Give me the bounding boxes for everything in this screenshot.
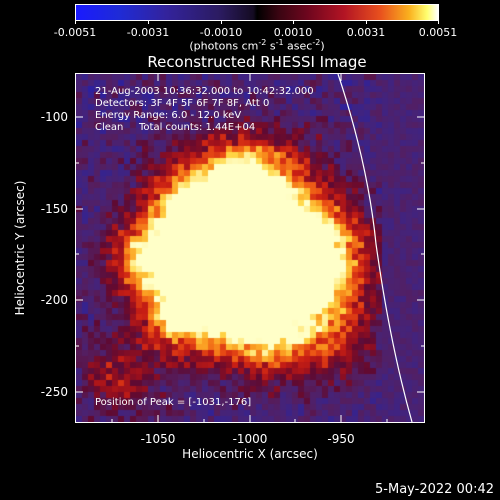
y-tick-label: -150	[40, 202, 68, 216]
method-text: Clean	[95, 122, 124, 133]
time-range-text: 21-Aug-2003 10:36:32.000 to 10:42:32.000	[95, 86, 314, 97]
colorbar-tick-label: -0.0051	[53, 26, 97, 39]
x-tick-label: -1050	[140, 432, 176, 446]
colorbar-units: (photons cm-2 s-1 asec-2)	[189, 38, 325, 53]
energy-range-text: Energy Range: 6.0 - 12.0 keV	[95, 110, 242, 121]
y-tick-label: -200	[40, 293, 68, 307]
solar-limb-line	[337, 74, 413, 422]
chart-title: Reconstructed RHESSI Image	[147, 53, 367, 71]
total-counts-text: Total counts: 1.44E+04	[139, 122, 256, 133]
y-tick-label: -100	[40, 110, 68, 124]
colorbar-tick-label: 0.0031	[346, 26, 386, 39]
x-axis-label: Heliocentric X (arcsec)	[182, 447, 318, 461]
datestamp: 5-May-2022 00:42	[375, 482, 494, 497]
heatmap-canvas	[76, 74, 424, 422]
peak-position-text: Position of Peak = [-1031,-176]	[95, 397, 252, 408]
detectors-text: Detectors: 3F 4F 5F 6F 7F 8F, Att 0	[95, 98, 270, 109]
colorbar-tick-label: 0.0051	[418, 26, 458, 39]
x-tick-label: -1000	[232, 432, 268, 446]
colorbar-tick-label: -0.0031	[126, 26, 170, 39]
colorbar-tick-label: -0.0010	[199, 26, 243, 39]
x-tick-label: -950	[327, 432, 355, 446]
limb-overlay	[337, 74, 413, 422]
heatmap-plot: 21-Aug-2003 10:36:32.000 to 10:42:32.000…	[75, 73, 425, 423]
colorbar	[75, 4, 439, 21]
y-tick-label: -250	[40, 385, 68, 399]
y-axis-label: Heliocentric Y (arcsec)	[13, 180, 27, 316]
colorbar-tick-label: 0.0010	[273, 26, 313, 39]
